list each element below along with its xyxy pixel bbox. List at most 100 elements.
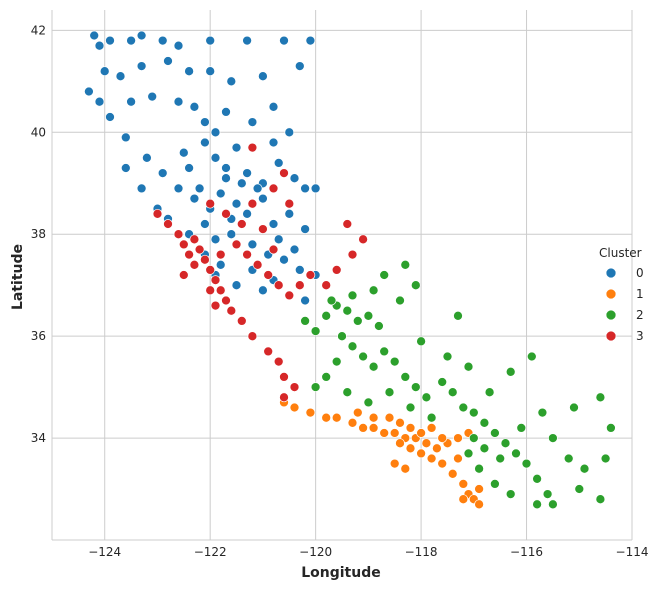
cluster-0-point bbox=[84, 86, 94, 97]
cluster-3-point bbox=[284, 290, 295, 301]
cluster-0-point bbox=[300, 295, 310, 306]
cluster-3-point bbox=[178, 239, 189, 250]
cluster-2-point bbox=[384, 387, 395, 398]
cluster-2-point bbox=[379, 346, 390, 357]
cluster-2-point bbox=[326, 295, 337, 306]
points-layer bbox=[84, 30, 616, 510]
cluster-3-point bbox=[289, 382, 300, 392]
cluster-2-point bbox=[563, 453, 574, 464]
cluster-0-point bbox=[273, 234, 284, 245]
cluster-0-point bbox=[157, 35, 168, 46]
cluster-2-point bbox=[421, 392, 432, 403]
cluster-1-point bbox=[458, 494, 469, 505]
cluster-1-point bbox=[426, 453, 437, 464]
cluster-3-point bbox=[247, 142, 258, 153]
cluster-0-point bbox=[242, 208, 252, 219]
cluster-3-point bbox=[210, 300, 221, 311]
cluster-1-point bbox=[347, 417, 358, 428]
cluster-0-point bbox=[200, 219, 210, 229]
cluster-0-point bbox=[242, 35, 252, 46]
cluster-2-point bbox=[352, 316, 363, 326]
cluster-0-point bbox=[279, 35, 289, 46]
cluster-2-point bbox=[389, 356, 400, 367]
cluster-3-point bbox=[273, 356, 284, 367]
cluster-2-point bbox=[321, 372, 332, 382]
cluster-0-point bbox=[300, 224, 310, 234]
cluster-0-point bbox=[205, 35, 216, 46]
cluster-0-point bbox=[310, 183, 321, 194]
cluster-2-point bbox=[521, 458, 532, 469]
cluster-2-point bbox=[342, 387, 353, 398]
cluster-0-point bbox=[189, 193, 200, 204]
cluster-0-point bbox=[136, 61, 147, 71]
cluster-3-point bbox=[189, 259, 200, 270]
cluster-2-point bbox=[400, 372, 411, 382]
cluster-3-point bbox=[215, 285, 226, 296]
cluster-2-point bbox=[358, 351, 368, 362]
cluster-0-point bbox=[294, 265, 305, 275]
cluster-3-point bbox=[279, 168, 289, 178]
cluster-3-point bbox=[252, 259, 263, 270]
cluster-0-point bbox=[268, 219, 279, 229]
cluster-2-point bbox=[537, 407, 548, 418]
cluster-0-point bbox=[236, 178, 247, 189]
cluster-0-point bbox=[120, 163, 131, 173]
cluster-1-point bbox=[432, 443, 442, 454]
cluster-3-point bbox=[347, 249, 358, 260]
cluster-2-point bbox=[447, 387, 458, 398]
cluster-2-point bbox=[532, 499, 542, 510]
y-tick-label: 36 bbox=[31, 329, 46, 343]
cluster-1-point bbox=[405, 423, 416, 433]
cluster-3-point bbox=[221, 295, 231, 306]
cluster-1-point bbox=[368, 412, 379, 423]
cluster-0-point bbox=[305, 35, 316, 46]
y-tick-label: 38 bbox=[31, 227, 46, 241]
cluster-1-point bbox=[352, 407, 363, 418]
cluster-2-point bbox=[395, 295, 405, 306]
cluster-0-point bbox=[231, 142, 242, 153]
cluster-1-point bbox=[289, 402, 300, 413]
cluster-2-point bbox=[400, 259, 411, 270]
cluster-2-point bbox=[479, 417, 490, 428]
cluster-2-point bbox=[463, 448, 474, 459]
legend: Cluster 0 1 2 3 bbox=[599, 246, 644, 343]
cluster-2-point bbox=[516, 423, 527, 433]
cluster-2-point bbox=[484, 387, 495, 398]
cluster-0-point bbox=[136, 30, 147, 41]
cluster-3-point bbox=[236, 316, 247, 326]
cluster-0-point bbox=[289, 173, 300, 184]
cluster-1-point bbox=[416, 448, 426, 459]
cluster-0-point bbox=[279, 254, 289, 265]
cluster-2-point bbox=[595, 494, 606, 505]
cluster-0-point bbox=[200, 137, 210, 148]
cluster-0-point bbox=[258, 71, 268, 82]
cluster-1-point bbox=[437, 458, 448, 469]
cluster-1-point bbox=[321, 412, 332, 423]
x-tick-label: −116 bbox=[510, 545, 543, 559]
cluster-0-point bbox=[142, 152, 152, 163]
cluster-3-point bbox=[215, 249, 226, 260]
cluster-0-point bbox=[105, 112, 115, 122]
cluster-3-point bbox=[273, 280, 284, 291]
cluster-2-point bbox=[368, 361, 379, 372]
x-tick-label: −120 bbox=[299, 545, 332, 559]
y-tick-label: 42 bbox=[31, 23, 46, 37]
cluster-2-point bbox=[379, 270, 390, 280]
cluster-3-point bbox=[247, 331, 258, 342]
cluster-2-point bbox=[574, 484, 585, 494]
cluster-2-point bbox=[548, 499, 558, 510]
ticks-layer: −124 −122 −120 −118 −116 −114 34 36 38 40 42 bbox=[31, 23, 649, 559]
legend-marker-3 bbox=[605, 330, 617, 342]
cluster-2-point bbox=[569, 402, 579, 413]
cluster-3-point bbox=[284, 198, 295, 209]
cluster-3-point bbox=[173, 229, 184, 240]
grid-layer bbox=[52, 10, 633, 540]
cluster-0-point bbox=[284, 208, 295, 219]
cluster-0-point bbox=[105, 35, 115, 46]
cluster-2-point bbox=[595, 392, 606, 403]
cluster-3-point bbox=[231, 239, 242, 250]
cluster-0-point bbox=[200, 117, 210, 127]
cluster-0-point bbox=[300, 183, 310, 194]
